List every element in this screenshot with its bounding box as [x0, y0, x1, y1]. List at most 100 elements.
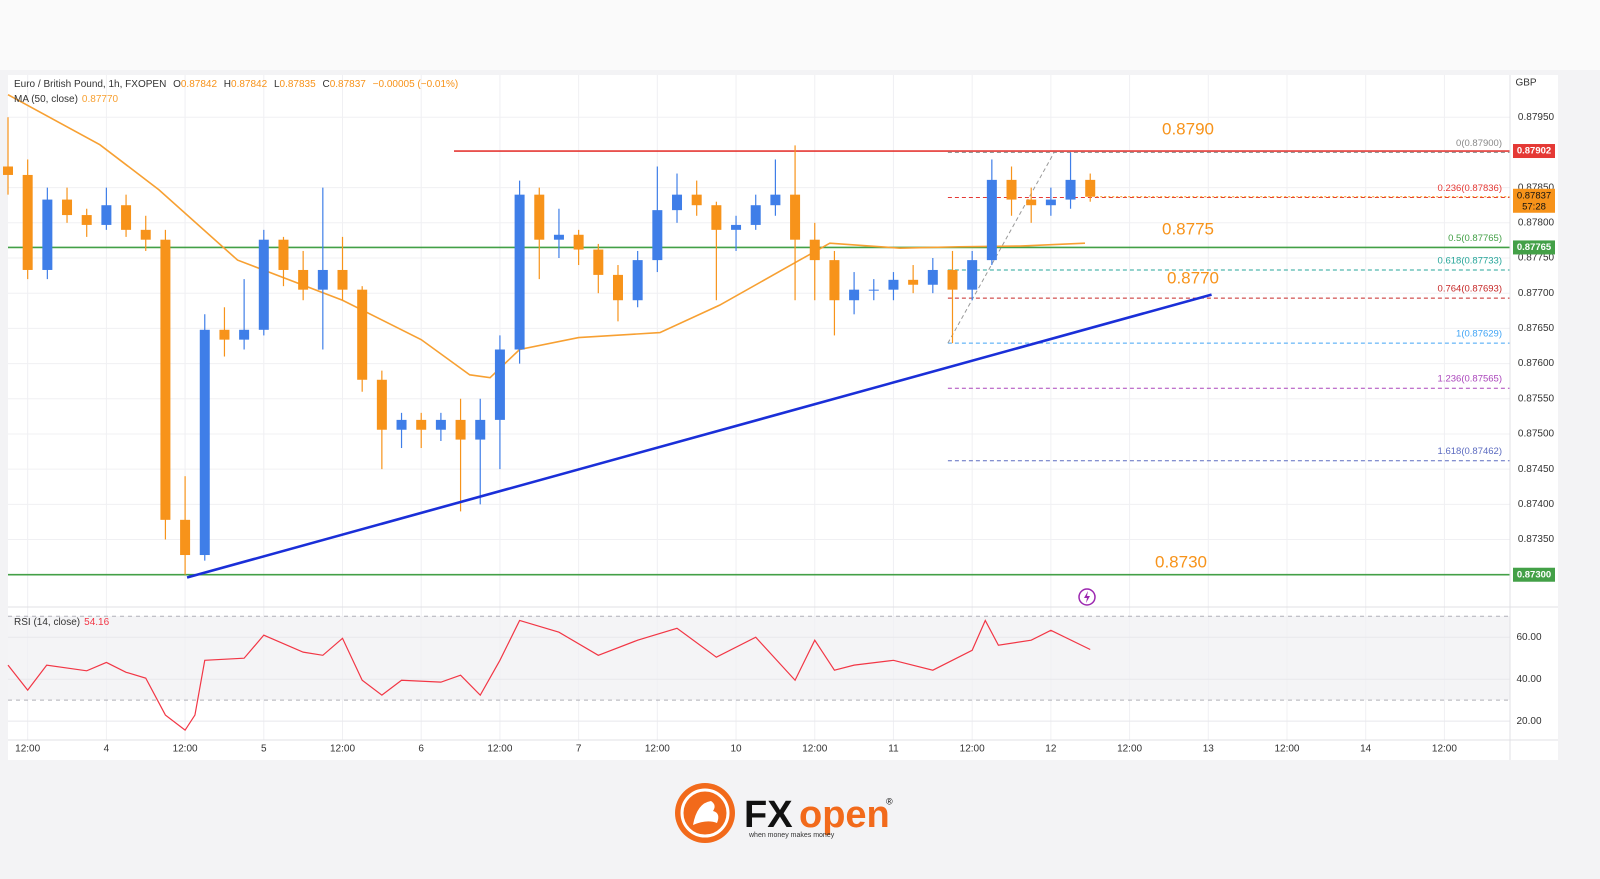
level-tag: [1513, 567, 1555, 582]
y-tick-label: 0.87700: [1518, 288, 1555, 299]
ohlc-key: C: [322, 79, 329, 90]
candle-body: [927, 269, 938, 285]
candle-body: [1065, 179, 1076, 200]
candle-body: [357, 289, 368, 380]
x-tick-label: 7: [576, 744, 582, 755]
candle-body: [967, 260, 978, 290]
level-annotation: 0.8790: [1162, 119, 1214, 138]
y-tick-label: 0.87800: [1518, 217, 1555, 228]
candle-body: [435, 419, 446, 430]
fib-label: 0.236(0.87836): [1438, 183, 1502, 194]
level-annotation: 0.8730: [1155, 552, 1207, 571]
candle-body: [278, 239, 289, 270]
ohlc-key: O: [173, 79, 181, 90]
logo-lion: [693, 801, 719, 825]
candle-body: [790, 194, 801, 240]
rsi-band: [8, 616, 1510, 700]
ma-value: 0.87770: [82, 94, 119, 105]
y-tick-label: 0.87450: [1518, 464, 1555, 475]
last-price-label: 0.87837: [1517, 190, 1551, 201]
y-tick-label: 0.87750: [1518, 253, 1555, 264]
tagline: when money makes money: [748, 832, 835, 839]
candle-body: [731, 224, 742, 230]
candle-body: [1026, 199, 1037, 206]
y-tick-label: 0.87350: [1518, 534, 1555, 545]
brand-fx: FX: [744, 794, 793, 836]
x-tick-label: 12:00: [1117, 744, 1142, 755]
y-tick-label: 0.87850: [1518, 182, 1555, 193]
candle-body: [908, 279, 919, 285]
brand-open: open: [799, 794, 890, 836]
ohlc-key: L: [274, 79, 280, 90]
logo: FX open ® when money makes money: [675, 783, 893, 843]
rsi-line: [7, 619, 1091, 732]
rsi-name: RSI (14, close): [14, 617, 80, 628]
top-bar: [0, 0, 1600, 70]
symbol: Euro / British Pound, 1h, FXOPEN: [14, 79, 166, 90]
candle-body: [475, 419, 486, 440]
candle-body: [770, 194, 781, 206]
rsi-value: 54.16: [84, 617, 109, 628]
x-tick-label: 12:00: [173, 744, 198, 755]
x-tick-label: 12:00: [802, 744, 827, 755]
candle-body: [376, 379, 387, 430]
x-tick-label: 12:00: [15, 744, 40, 755]
candle-body: [1006, 179, 1017, 200]
level-tag: [1513, 240, 1555, 255]
candle-body: [553, 234, 564, 240]
ma-name: MA (50, close): [14, 94, 78, 105]
x-tick-label: 12: [1045, 744, 1057, 755]
candle-body: [986, 179, 997, 261]
x-tick-label: 12:00: [330, 744, 355, 755]
candle-body: [652, 210, 663, 261]
x-tick-label: 12:00: [645, 744, 670, 755]
candle-body: [160, 239, 171, 520]
candle-body: [514, 194, 525, 350]
candle-body: [947, 269, 958, 290]
ohlc-value: 0.87837: [330, 79, 367, 90]
level-annotation: 0.8770: [1167, 268, 1219, 287]
fib-label: 0.5(0.87765): [1448, 233, 1502, 244]
x-tick-label: 11: [888, 744, 899, 755]
level-annotation: 0.8775: [1162, 219, 1214, 238]
rsi-legend: RSI (14, close) 54.16: [14, 617, 110, 628]
candle-body: [573, 234, 584, 250]
candle-body: [534, 194, 545, 240]
candle-body: [868, 289, 879, 291]
candle-body: [593, 249, 604, 275]
candle-body: [455, 419, 466, 440]
ohlc-value: 0.87842: [231, 79, 268, 90]
candle-body: [3, 166, 13, 175]
rsi-tick-label: 40.00: [1516, 674, 1541, 685]
fib-diagonal: [947, 152, 1055, 344]
countdown: 57:28: [1522, 201, 1546, 212]
x-tick-label: 4: [104, 744, 110, 755]
header: Euro / British Pound, 1h, FXOPEN O 0.8784…: [14, 79, 458, 90]
event-bolt: [1084, 591, 1090, 603]
logo-ring: [680, 788, 730, 838]
y-tick-label: 0.87650: [1518, 323, 1555, 334]
candle-body: [1045, 199, 1056, 206]
candle-body: [711, 205, 722, 230]
candle-body: [396, 419, 407, 430]
candle-body: [849, 289, 860, 301]
candle-body: [121, 205, 132, 230]
candle-body: [180, 519, 191, 556]
candle-body: [691, 194, 702, 206]
event-icon[interactable]: [1078, 588, 1096, 606]
y-tick-label: 0.87600: [1518, 358, 1555, 369]
x-tick-label: 13: [1203, 744, 1215, 755]
ma-legend: MA (50, close) 0.87770: [14, 94, 119, 105]
candle-body: [101, 205, 112, 225]
fib-label: 0.618(0.87733): [1438, 255, 1502, 266]
fib-label: 1.236(0.87565): [1438, 374, 1502, 385]
fib-label: 0(0.87900): [1456, 138, 1502, 149]
candle-body: [829, 260, 840, 301]
x-tick-label: 12:00: [1432, 744, 1457, 755]
candle-body: [140, 229, 151, 240]
candle-body: [494, 349, 505, 420]
ma-line: [7, 94, 1086, 379]
candle-body: [239, 329, 250, 340]
fib-label: 1.618(0.87462): [1438, 446, 1502, 457]
